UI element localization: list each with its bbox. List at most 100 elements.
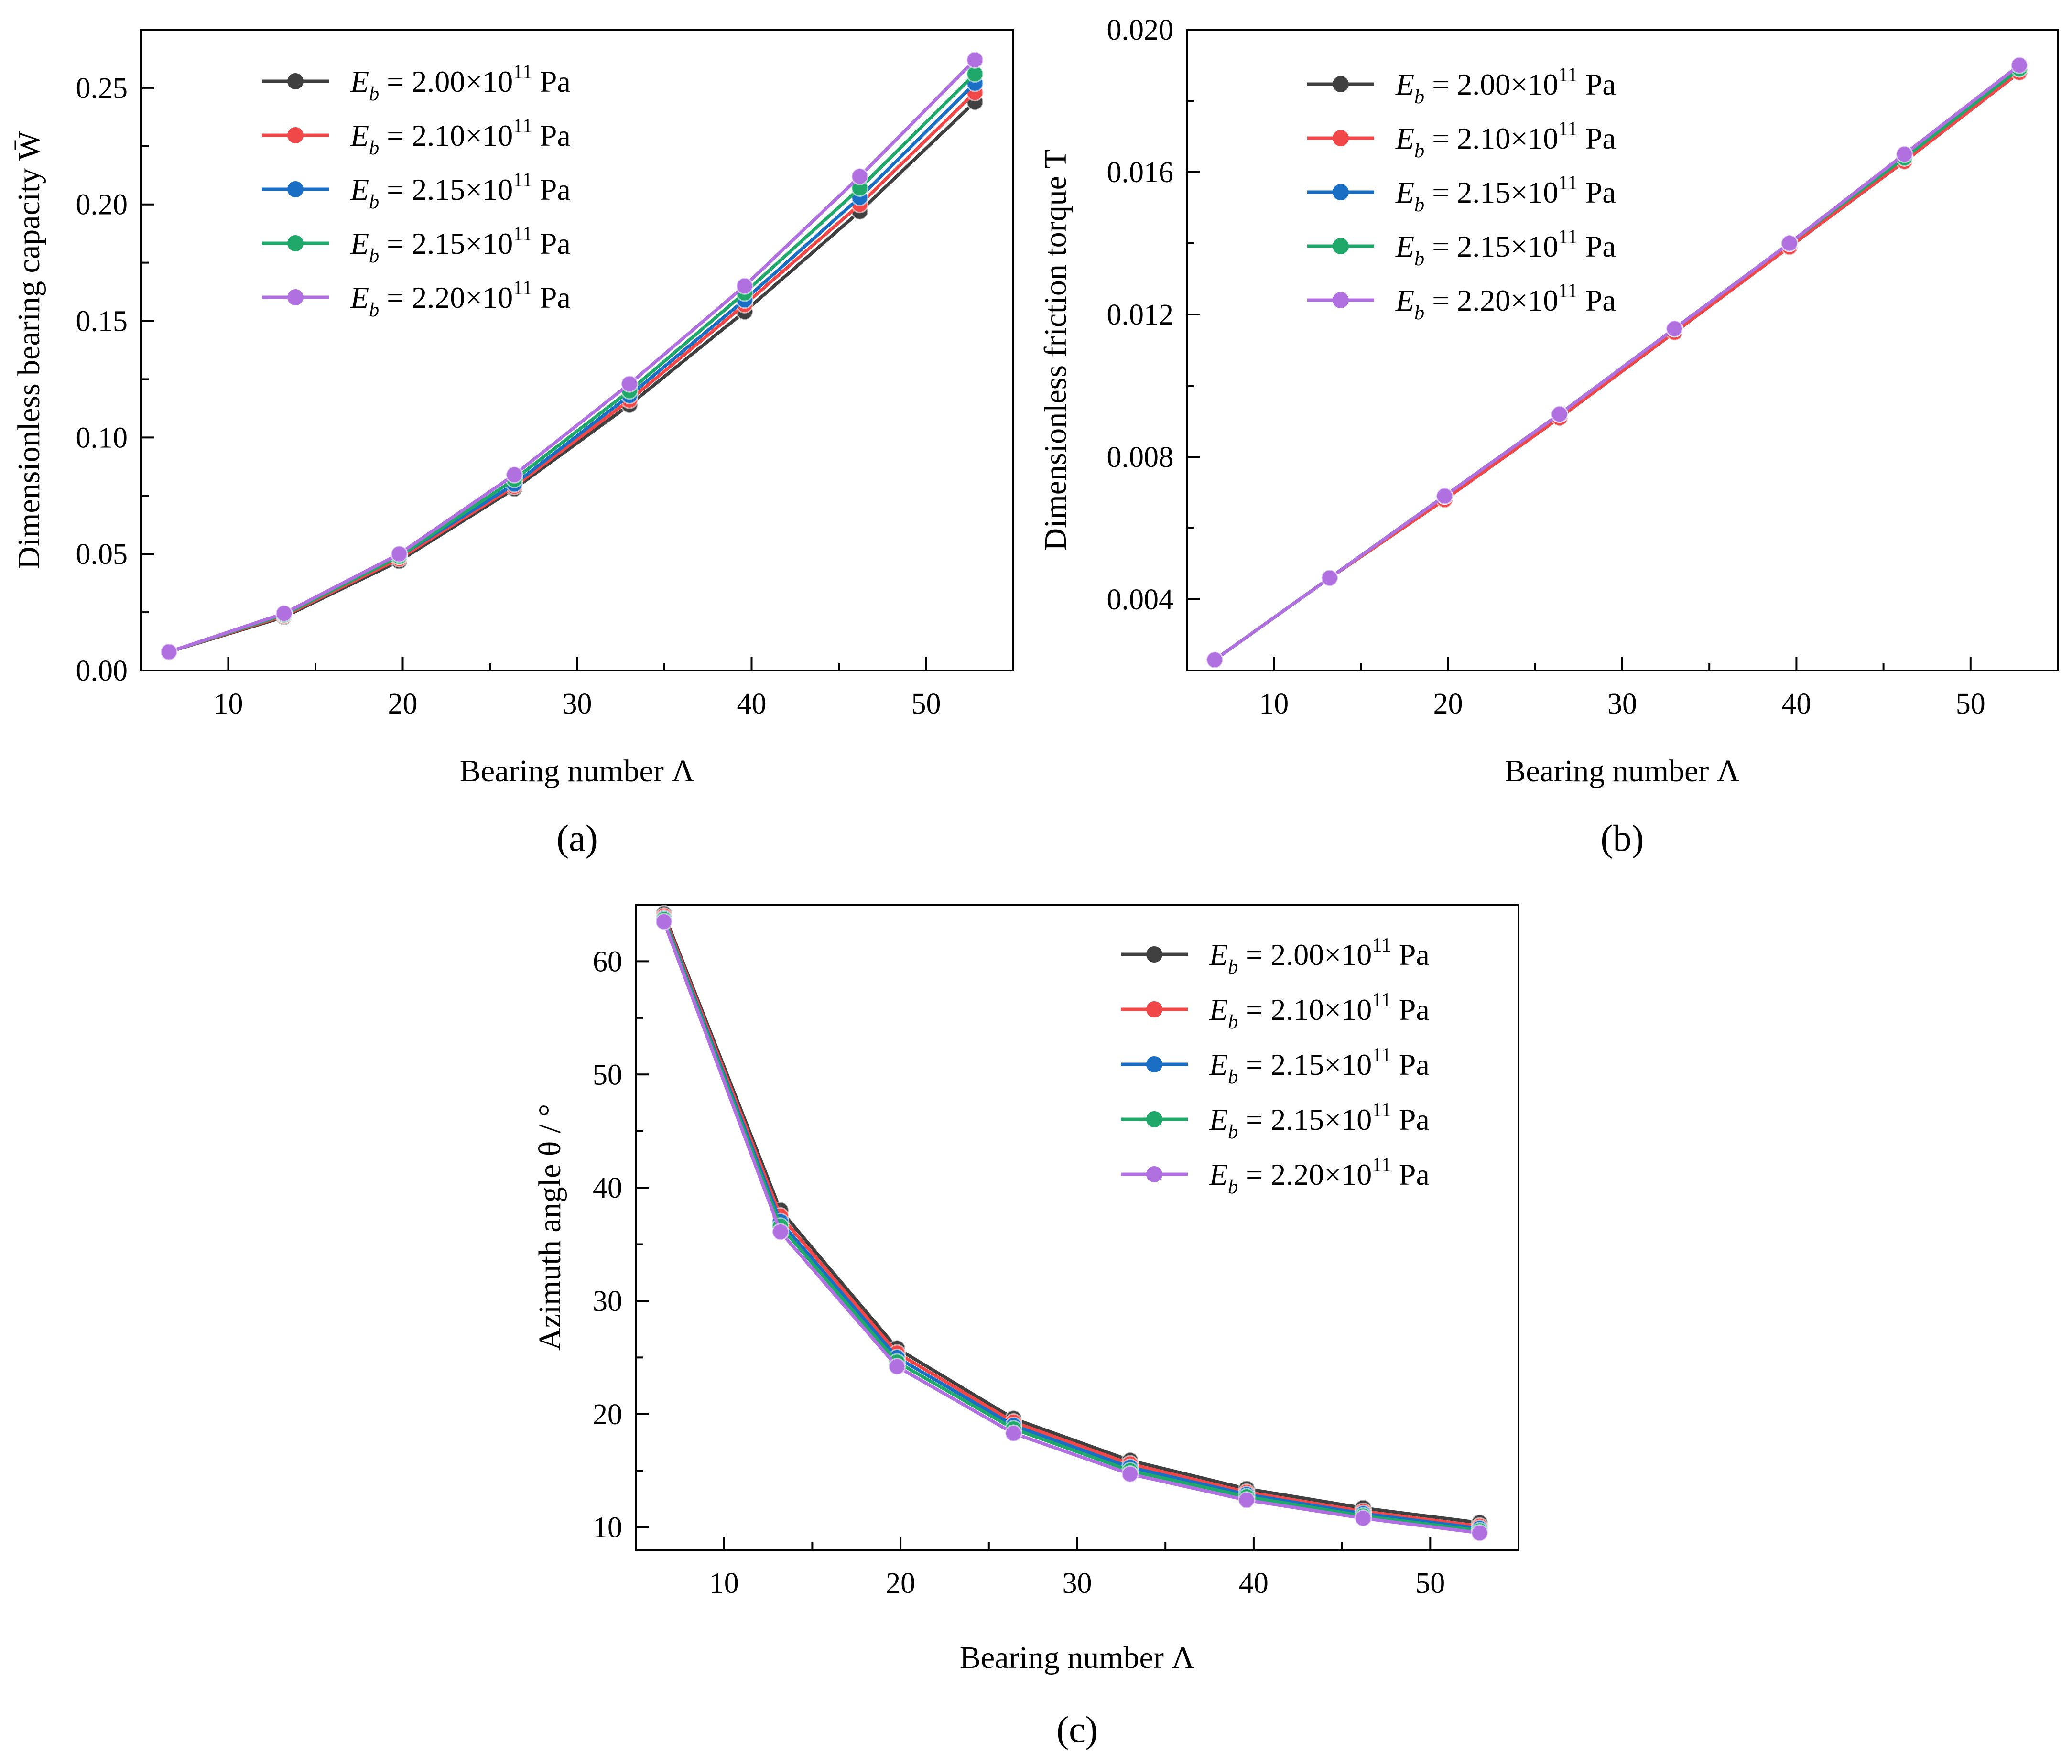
data-point: [1780, 234, 1799, 252]
series-line: [1214, 64, 2020, 661]
x-tick-label: 10: [214, 688, 243, 720]
legend-label: Eb = 2.00×1011 Pa: [1209, 934, 1430, 978]
x-tick-label: 10: [1259, 688, 1289, 720]
legend-label: Eb = 2.15×1011 Pa: [1395, 172, 1616, 216]
data-point: [1665, 320, 1683, 338]
legend-marker: [287, 289, 304, 305]
y-tick-label: 0.020: [1107, 14, 1174, 46]
x-axis-label: Bearing number Λ: [1505, 754, 1740, 789]
series-line: [662, 921, 1480, 1535]
legend-marker: [1146, 946, 1162, 963]
legend: Eb = 2.00×1011 Pa Eb = 2.10×1011 Pa Eb = 2…: [262, 61, 571, 321]
legend-label: Eb = 2.10×1011 Pa: [350, 115, 571, 159]
data-point: [1435, 487, 1454, 505]
legend: Eb = 2.00×1011 Pa Eb = 2.10×1011 Pa Eb = 2…: [1121, 934, 1430, 1198]
legend-label: Eb = 2.15×1011 Pa: [1395, 226, 1616, 270]
legend-entry: Eb = 2.15×1011 Pa: [1307, 172, 1616, 216]
legend-label: Eb = 2.10×1011 Pa: [1209, 989, 1430, 1033]
series-2: [160, 74, 984, 661]
series-line: [662, 915, 1480, 1528]
y-tick-label: 10: [593, 1512, 622, 1544]
x-tick-label: 30: [1607, 688, 1637, 720]
x-tick-label: 30: [563, 688, 592, 720]
legend-label: Eb = 2.20×1011 Pa: [350, 277, 571, 321]
legend-marker: [1333, 238, 1349, 254]
data-point: [851, 167, 869, 185]
legend-entry: Eb = 2.15×1011 Pa: [262, 223, 571, 267]
x-axis-label: Bearing number Λ: [960, 1640, 1195, 1675]
x-tick-label: 20: [1433, 688, 1463, 720]
data-point: [505, 465, 523, 484]
legend-label: Eb = 2.00×1011 Pa: [1395, 64, 1616, 108]
chart-a: 10 20 30 40 50 0.00 0.05 0.10 0.15 0.20 0.25 Bearin…: [11, 29, 1014, 859]
legend-marker: [287, 73, 304, 89]
y-tick-label: 0.15: [76, 305, 128, 338]
x-tick-label: 40: [1781, 688, 1811, 720]
x-tick-label: 20: [886, 1567, 915, 1600]
series-line: [662, 913, 1480, 1525]
data-point: [1005, 1424, 1023, 1442]
data-point: [1321, 569, 1339, 587]
legend-marker: [1146, 1166, 1162, 1182]
chart-b: 10 20 30 40 50 0.004 0.008 0.012 0.016 0.020 Beari…: [1038, 14, 2059, 859]
legend-marker: [1146, 1001, 1162, 1017]
x-tick-label: 50: [1415, 1567, 1445, 1600]
data-point: [736, 277, 754, 295]
legend-marker: [287, 235, 304, 251]
legend-marker: [1333, 76, 1349, 92]
data-point: [1237, 1491, 1256, 1509]
legend-label: Eb = 2.00×1011 Pa: [350, 61, 571, 105]
data-point: [2010, 56, 2029, 74]
legend-entry: Eb = 2.10×1011 Pa: [1307, 118, 1616, 162]
legend-label: Eb = 2.15×1011 Pa: [350, 223, 571, 267]
legend-marker: [1146, 1056, 1162, 1072]
legend-entry: Eb = 2.00×1011 Pa: [1307, 64, 1616, 108]
y-axis-label: Azimuth angle θ / °: [532, 1104, 567, 1351]
legend-marker: [287, 181, 304, 197]
y-tick-label: 0.00: [76, 655, 128, 687]
x-axis-label: Bearing number Λ: [460, 754, 695, 789]
x-tick-label: 40: [1239, 1567, 1269, 1600]
data-point: [390, 545, 408, 563]
x-tick-label: 10: [709, 1567, 739, 1600]
y-tick-label: 30: [593, 1285, 622, 1318]
data-point: [160, 643, 178, 661]
legend-label: Eb = 2.15×1011 Pa: [1209, 1099, 1430, 1143]
y-tick-label: 0.008: [1107, 441, 1174, 474]
plot-frame: [140, 29, 1014, 671]
y-tick-label: 60: [593, 945, 622, 978]
data-point: [1551, 405, 1569, 423]
data-point: [1121, 1465, 1139, 1483]
x-tick-label: 30: [1063, 1567, 1092, 1600]
y-tick-label: 0.20: [76, 189, 128, 221]
panel-label: (c): [1056, 1709, 1098, 1750]
y-tick-label: 50: [593, 1059, 622, 1091]
legend-entry: Eb = 2.20×1011 Pa: [1121, 1154, 1430, 1198]
series-4: [160, 51, 984, 661]
y-tick-label: 0.004: [1107, 584, 1174, 616]
data-point: [1895, 145, 1913, 163]
legend: Eb = 2.00×1011 Pa Eb = 2.10×1011 Pa Eb = 2…: [1307, 64, 1616, 324]
series-line: [168, 82, 976, 654]
data-point: [888, 1357, 906, 1375]
y-axis-label: Dimensionless friction torque T: [1038, 149, 1073, 551]
x-tick-label: 50: [1956, 688, 1985, 720]
x-tick-label: 20: [388, 688, 418, 720]
y-tick-label: 0.05: [76, 538, 128, 571]
plot-frame: [1186, 29, 2059, 671]
legend-entry: Eb = 2.00×1011 Pa: [1121, 934, 1430, 978]
legend-entry: Eb = 2.20×1011 Pa: [1307, 280, 1616, 324]
y-tick-label: 20: [593, 1398, 622, 1431]
data-point: [1205, 651, 1224, 669]
legend-marker: [1333, 130, 1349, 146]
legend-marker: [1146, 1111, 1162, 1127]
y-tick-label: 40: [593, 1172, 622, 1204]
series-line: [662, 918, 1480, 1530]
legend-entry: Eb = 2.15×1011 Pa: [1121, 1044, 1430, 1088]
y-tick-label: 0.012: [1107, 299, 1174, 331]
legend-marker: [1333, 184, 1349, 200]
x-tick-label: 50: [911, 688, 941, 720]
legend-label: Eb = 2.20×1011 Pa: [1209, 1154, 1430, 1198]
legend-entry: Eb = 2.00×1011 Pa: [262, 61, 571, 105]
